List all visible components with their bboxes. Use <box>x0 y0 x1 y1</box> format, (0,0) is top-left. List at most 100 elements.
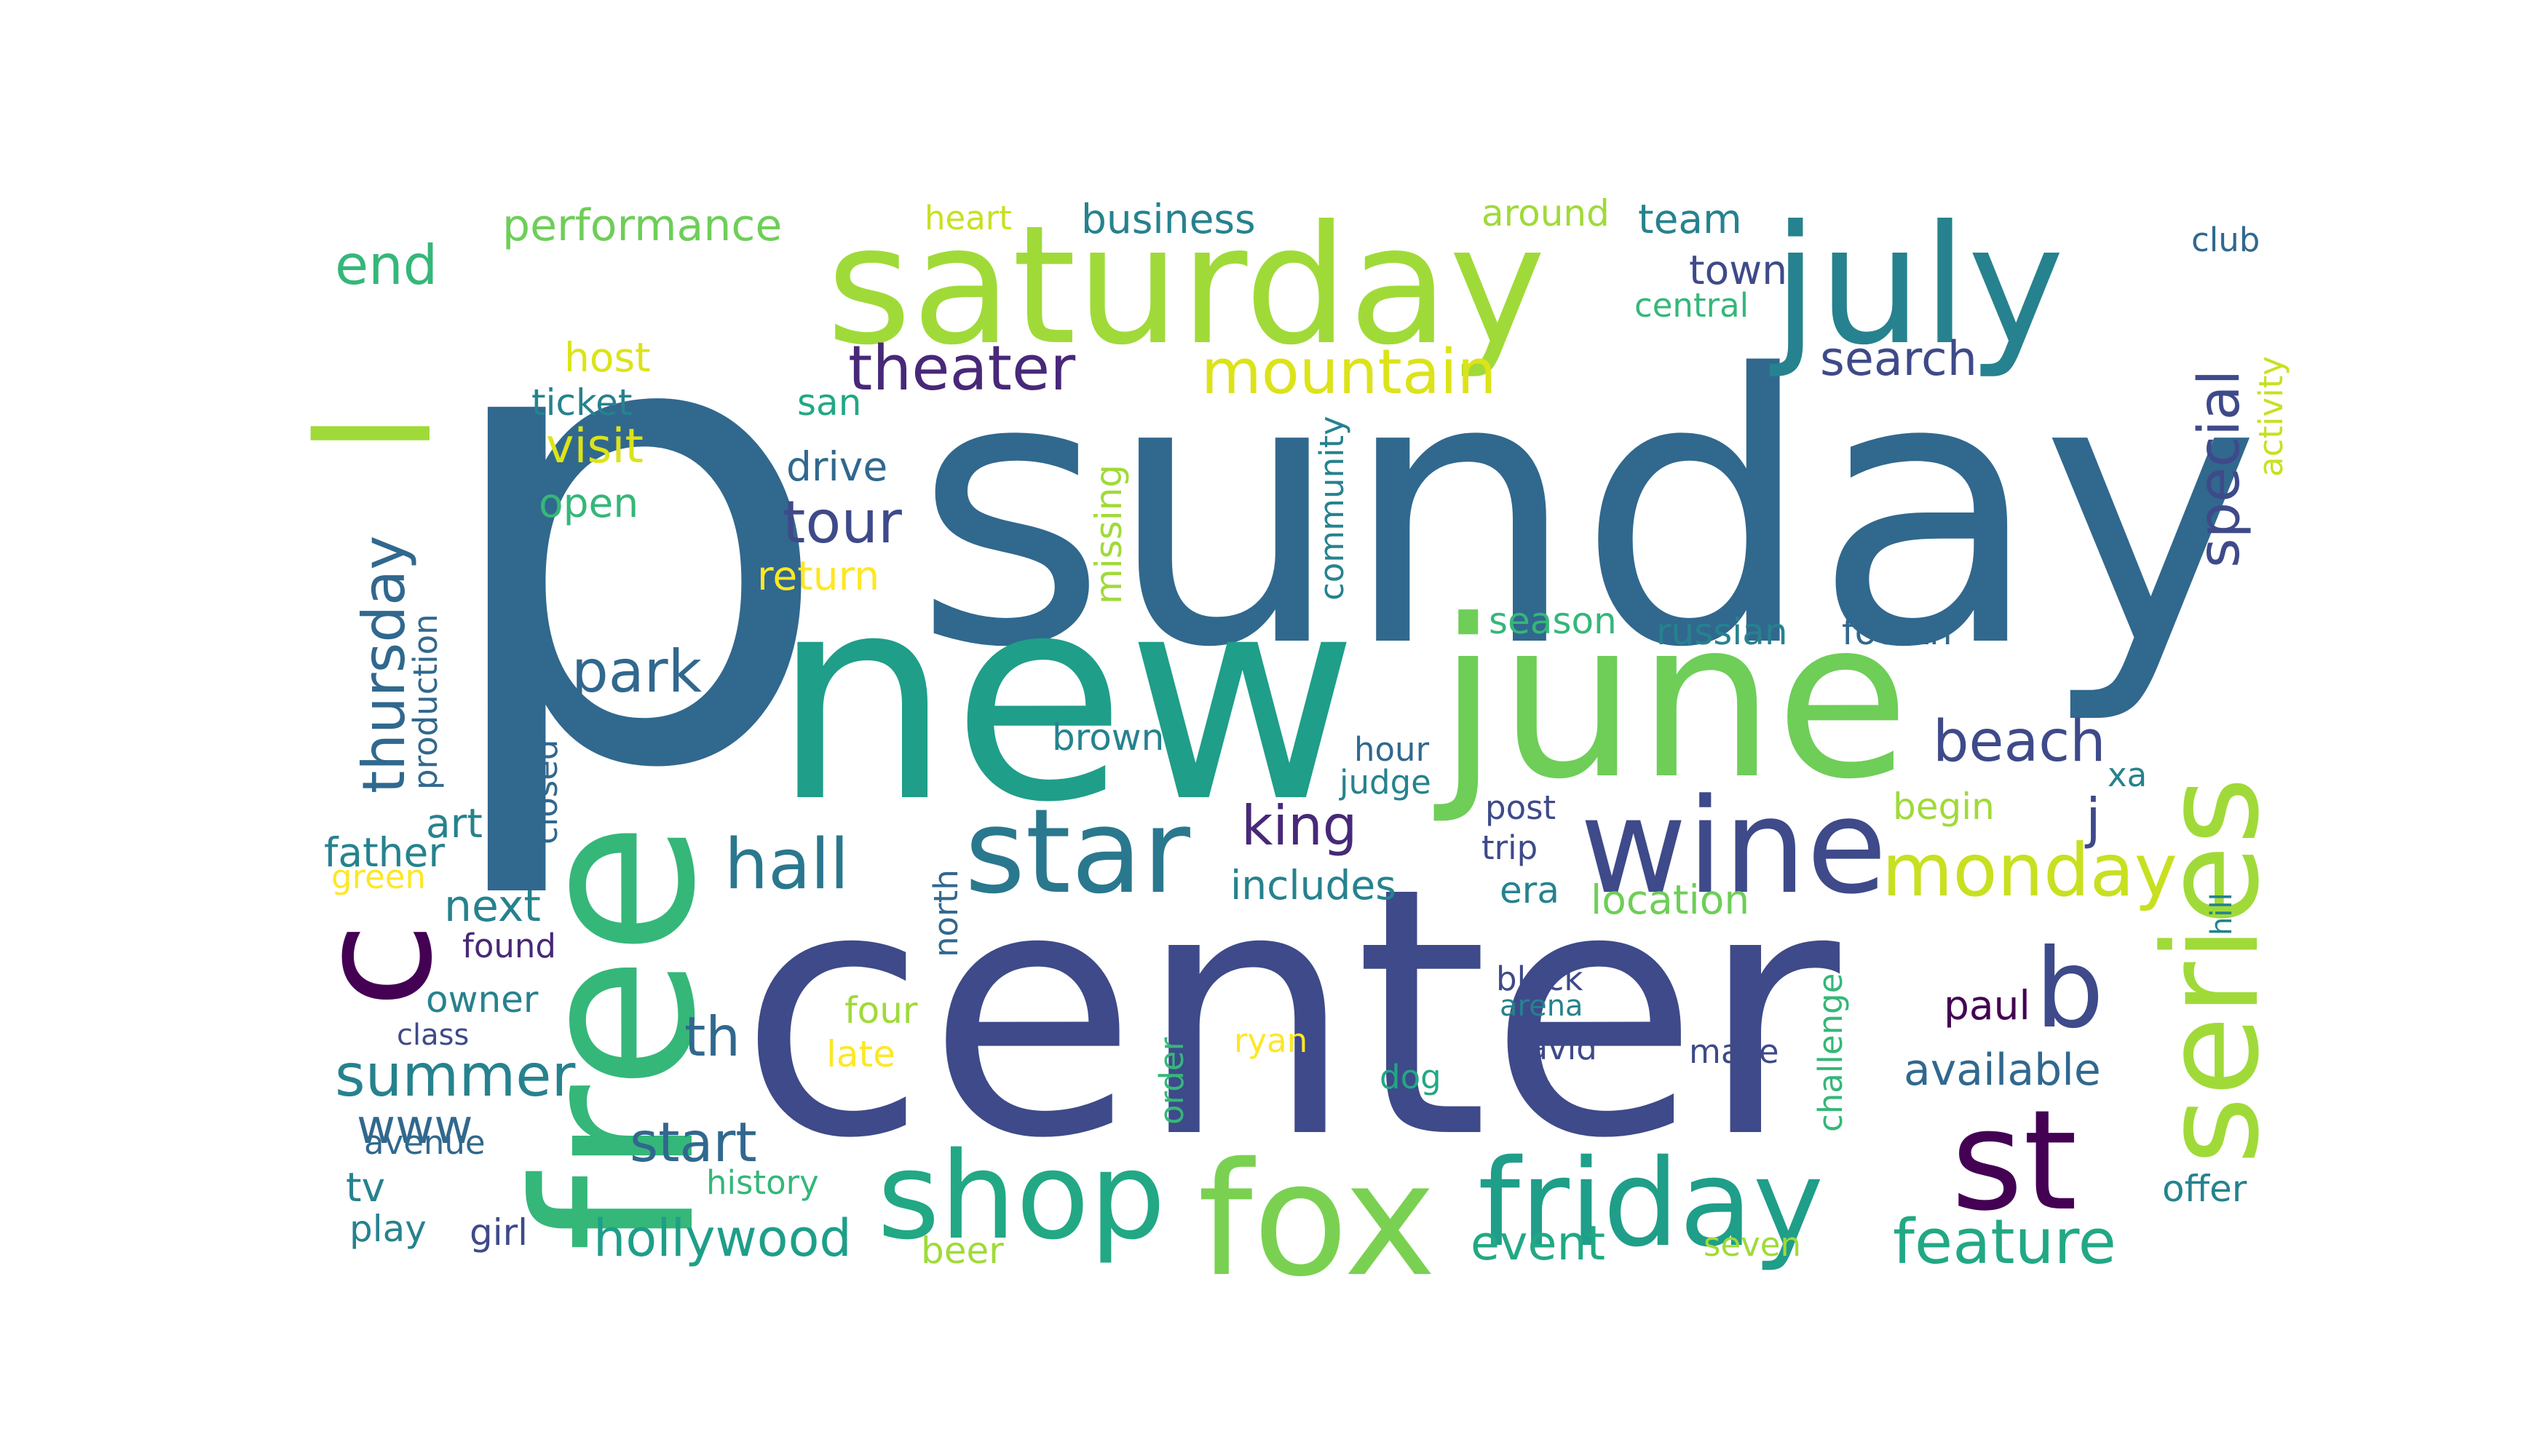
word-david: david <box>1507 1029 1597 1067</box>
word-community: community <box>1313 416 1351 601</box>
word-st: st <box>1951 1080 2078 1241</box>
word-july: july <box>1769 191 2065 381</box>
word-play: play <box>349 1208 427 1250</box>
word-green: green <box>331 858 426 896</box>
word-art: art <box>426 800 483 847</box>
word-performance: performance <box>502 200 782 251</box>
word-central: central <box>1634 286 1749 325</box>
word-brown: brown <box>1052 716 1164 759</box>
word-challenge: challenge <box>1811 973 1850 1132</box>
word-shop: shop <box>877 1126 1166 1266</box>
word-class: class <box>397 1018 469 1052</box>
word-l: l <box>284 411 467 455</box>
word-seven: seven <box>1704 1225 1801 1264</box>
word-next: next <box>444 881 541 932</box>
word-beer: beer <box>921 1230 1004 1272</box>
word-return: return <box>757 553 879 599</box>
word-fox: fox <box>1198 1128 1436 1311</box>
word-heart: heart <box>925 199 1012 237</box>
word-trip: trip <box>1481 828 1538 867</box>
word-town: town <box>1689 247 1787 293</box>
word-closed: closed <box>526 740 565 844</box>
word-end: end <box>335 233 438 297</box>
word-friday: friday <box>1478 1133 1824 1273</box>
word-j: j <box>2084 786 2101 850</box>
word-special: special <box>2187 370 2252 568</box>
word-visit: visit <box>546 419 644 474</box>
word-season: season <box>1489 600 1617 642</box>
word-includes: includes <box>1230 862 1396 909</box>
word-th: th <box>684 1005 740 1069</box>
word-owner: owner <box>426 978 539 1021</box>
word-available: available <box>1904 1045 2101 1096</box>
word-san: san <box>797 381 861 424</box>
word-feature: feature <box>1893 1206 2116 1278</box>
word-tour: tour <box>783 488 902 556</box>
word-make: make <box>1689 1032 1779 1071</box>
word-production: production <box>406 614 445 790</box>
word-late: late <box>826 1033 895 1075</box>
word-club: club <box>2191 221 2260 259</box>
word-black: black <box>1496 960 1583 998</box>
word-offer: offer <box>2162 1168 2247 1210</box>
word-new: new <box>772 534 1358 864</box>
word-open: open <box>539 480 638 526</box>
word-p: p <box>430 162 836 909</box>
word-series: series <box>2136 777 2288 1165</box>
word-ticket: ticket <box>531 381 633 424</box>
word-missing: missing <box>1088 464 1130 604</box>
word-around: around <box>1481 192 1610 234</box>
word-star: star <box>965 783 1190 919</box>
word-begin: begin <box>1893 786 1995 828</box>
word-start: start <box>630 1110 757 1174</box>
word-ryan: ryan <box>1234 1021 1307 1060</box>
word-wine: wine <box>1580 771 1887 923</box>
word-paul: paul <box>1944 982 2030 1029</box>
word-event: event <box>1471 1216 1605 1271</box>
word-king: king <box>1241 794 1357 858</box>
word-hollywood: hollywood <box>593 1208 852 1268</box>
word-business: business <box>1081 196 1256 242</box>
word-b: b <box>2035 926 2104 1053</box>
word-tv: tv <box>346 1164 385 1211</box>
word-fourth: fourth <box>1842 611 1952 653</box>
word-location: location <box>1591 877 1749 923</box>
word-team: team <box>1638 196 1742 242</box>
word-theater: theater <box>848 333 1075 405</box>
word-park: park <box>571 638 703 705</box>
word-xa: xa <box>2108 756 2147 794</box>
word-father: father <box>324 829 445 876</box>
word-c: c <box>284 922 467 1008</box>
word-post: post <box>1485 788 1556 827</box>
word-russian: russian <box>1656 611 1788 653</box>
word-judge: judge <box>1339 763 1431 802</box>
word-thursday: thursday <box>350 536 418 794</box>
word-history: history <box>706 1163 819 1202</box>
word-free: free <box>489 821 743 1252</box>
word-beach: beach <box>1933 709 2106 775</box>
word-june: june <box>1431 573 1910 827</box>
word-hour: hour <box>1354 730 1430 769</box>
word-mountain: mountain <box>1201 336 1496 408</box>
word-order: order <box>1152 1037 1191 1125</box>
word-dog: dog <box>1380 1058 1441 1096</box>
word-monday: monday <box>1882 828 2177 913</box>
word-drive: drive <box>786 443 887 490</box>
word-hall: hall <box>724 825 849 905</box>
word-center: center <box>739 815 1843 1213</box>
word-saturday: saturday <box>826 191 1546 381</box>
word-north: north <box>927 869 965 957</box>
word-host: host <box>564 334 651 381</box>
word-era: era <box>1500 869 1559 911</box>
word-summer: summer <box>335 1042 575 1109</box>
word-four: four <box>844 989 918 1032</box>
word-activity: activity <box>2252 356 2290 477</box>
word-arena: arena <box>1500 989 1583 1023</box>
word-found: found <box>462 927 556 965</box>
word-hill: hill <box>2205 893 2239 935</box>
word-sunday: sunday <box>914 297 2260 729</box>
word-search: search <box>1820 332 1977 387</box>
